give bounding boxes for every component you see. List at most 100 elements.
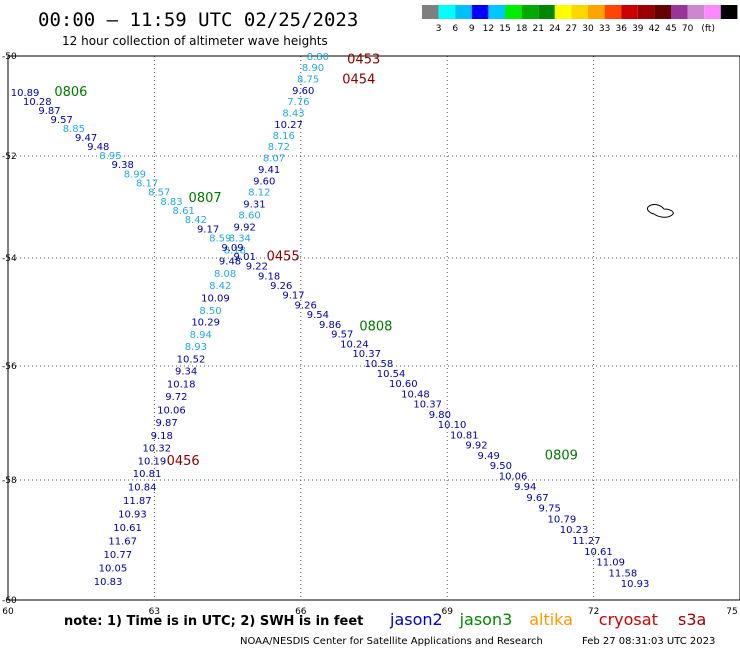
swh-value: 9.01: [234, 252, 256, 263]
map-title: 00:00 – 11:59 UTC 02/25/2023: [38, 9, 358, 31]
swh-value: 10.89: [11, 88, 40, 99]
swh-value: 9.18: [258, 271, 280, 282]
satellite-name-jason3: jason3: [459, 610, 513, 629]
swh-value: 11.09: [596, 558, 625, 569]
pass-time-label: 0809: [545, 448, 578, 463]
colorbar-swatch: [471, 5, 489, 19]
swh-value: 8.94: [190, 330, 212, 341]
colorbar-swatch: [571, 5, 588, 19]
axis-labels: 60 63 66 69 72 75 -50 -52 -54 -56 -58 -60: [2, 52, 738, 617]
colorbar-swatch: [720, 5, 738, 19]
colorbar-label: 33: [599, 24, 610, 34]
swh-value: 10.48: [401, 389, 430, 400]
swh-value: 10.28: [23, 97, 52, 108]
swh-value: 9.22: [246, 262, 268, 273]
swh-value: 10.81: [133, 469, 162, 480]
swh-value: 8.43: [282, 109, 304, 120]
swh-value: 10.54: [377, 369, 406, 380]
map-frame: [7, 55, 740, 601]
swh-value: 8.42: [209, 281, 231, 292]
swh-value: 8.61: [173, 206, 195, 217]
swh-value: 9.31: [243, 199, 265, 210]
swh-value: 9.92: [465, 441, 487, 452]
colorbar-label: 36: [615, 24, 627, 34]
colorbar-label: 39: [632, 24, 644, 34]
colorbar-label: 45: [665, 24, 676, 34]
colorbar-swatch: [422, 5, 439, 19]
lat-tick-label: -52: [2, 152, 17, 162]
swh-value: 9.48: [87, 142, 109, 153]
footer-timestamp: Feb 27 08:31:03 UTC 2023: [582, 636, 715, 647]
lat-tick-label: -54: [2, 254, 17, 264]
swh-value: 9.49: [478, 451, 500, 462]
colorbar-swatch: [671, 5, 688, 19]
swh-value: 10.77: [103, 550, 132, 561]
swh-value: 9.34: [175, 367, 197, 378]
swh-value: 9.48: [219, 257, 241, 268]
swh-value: 10.83: [94, 577, 123, 588]
satellite-legend: jason2 jason3 altika cryosat s3a: [389, 610, 706, 629]
colorbar-swatch: [604, 5, 622, 19]
colorbar-label: 30: [582, 24, 594, 34]
colorbar-label: 15: [499, 24, 510, 34]
colorbar-swatch: [554, 5, 572, 19]
pass-time-label: 0455: [267, 249, 300, 264]
colorbar-swatch: [687, 5, 705, 19]
footer-note: note: 1) Time is in UTC; 2) SWH is in fe…: [64, 614, 363, 629]
colorbar-label: 6: [452, 24, 458, 34]
pass-time-label: 0454: [342, 73, 375, 88]
pass-time-label: 0808: [359, 320, 392, 335]
footer-credit: NOAA/NESDIS Center for Satellite Applica…: [240, 636, 543, 647]
swh-value: 10.27: [274, 120, 303, 131]
swh-value: 8.95: [99, 151, 121, 162]
map-grid: [8, 56, 740, 600]
swh-value: 10.29: [191, 318, 220, 329]
swh-value: 10.52: [177, 354, 206, 365]
swh-value: 8.93: [185, 342, 207, 353]
swh-value: 9.60: [292, 86, 314, 97]
swh-value: 7.76: [287, 97, 309, 108]
colorbar-swatch: [438, 5, 456, 19]
swh-value: 10.10: [438, 420, 467, 431]
swh-value: 10.60: [389, 379, 418, 390]
swh-value: 10.24: [340, 339, 369, 350]
colorbar-swatch: [538, 5, 555, 19]
swh-value: 8.60: [238, 211, 260, 222]
swh-value: 9.86: [319, 320, 341, 331]
lat-tick-label: -58: [2, 476, 17, 486]
pass-time-label: 0806: [54, 85, 87, 100]
swh-value: 8.75: [297, 75, 319, 86]
swh-value: 10.19: [138, 457, 167, 468]
swh-value: 10.37: [352, 349, 381, 360]
lon-tick-label: 69: [441, 607, 453, 617]
swh-value: 8.90: [302, 63, 324, 74]
swh-value: 9.17: [282, 291, 304, 302]
swh-value: 8.59: [209, 234, 231, 245]
swh-value: 9.72: [165, 392, 187, 403]
colorbar-label: 42: [649, 24, 660, 34]
swh-value: 8.18: [224, 245, 246, 256]
pass-time-label: 0453: [347, 53, 380, 68]
lat-tick-label: -56: [2, 362, 17, 372]
satellite-name-altika: altika: [529, 610, 573, 629]
swh-value: 8.17: [136, 179, 158, 190]
swh-value: 9.18: [151, 431, 173, 442]
lat-tick-label: -60: [2, 596, 17, 606]
swh-value: 8.85: [63, 124, 85, 135]
colorbar-swatch: [704, 5, 721, 19]
swh-value: 10.79: [548, 514, 577, 525]
swh-value: 9.87: [38, 106, 60, 117]
pass-time-label: 0456: [167, 454, 200, 469]
pass-time-labels: 0453 0454 0455 0456 0806 0807 0808 0809: [54, 53, 578, 470]
colorbar-swatch: [521, 5, 539, 19]
colorbar-label: 24: [549, 24, 561, 34]
colorbar-swatch: [637, 5, 655, 19]
swh-value: 9.17: [197, 224, 219, 235]
swh-value: 9.26: [270, 281, 292, 292]
swh-value: 8.50: [199, 306, 221, 317]
swh-value: 9.57: [331, 330, 353, 341]
swh-value: 9.92: [234, 222, 256, 233]
swh-value: 11.58: [609, 568, 638, 579]
colorbar-label: 3: [436, 24, 442, 34]
swh-value: 9.54: [307, 310, 329, 321]
